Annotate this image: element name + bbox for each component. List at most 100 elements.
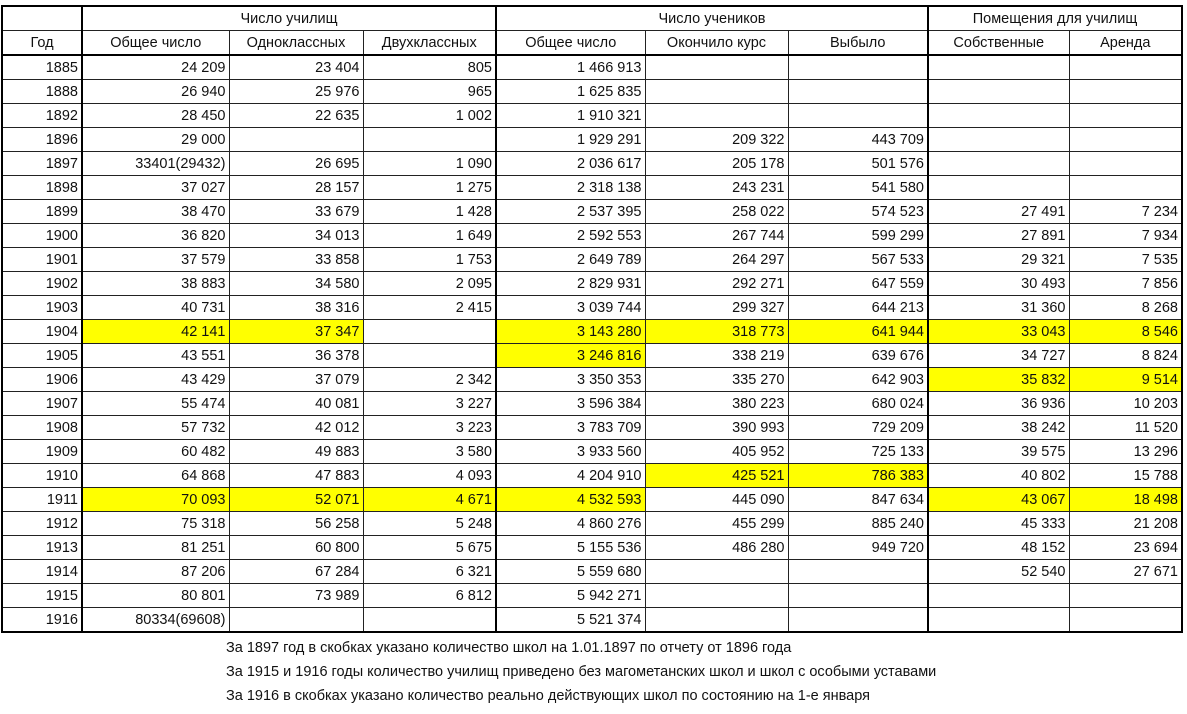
cell-schools-two-class: 3 580 bbox=[362, 439, 497, 464]
cell-schools-two-class: 1 753 bbox=[362, 247, 497, 272]
table-row: 1904 42 141 37 347 3 143 280 318 773 641 944 3… bbox=[1, 319, 1183, 344]
cell-schools-one-class: 28 157 bbox=[228, 175, 364, 200]
header-rent: Аренда bbox=[1068, 30, 1183, 56]
cell-year: 1901 bbox=[1, 247, 83, 272]
cell-schools-two-class: 2 342 bbox=[362, 367, 497, 392]
cell-schools-total: 29 000 bbox=[81, 127, 230, 152]
cell-schools-two-class bbox=[362, 607, 497, 633]
cell-premises-own bbox=[927, 607, 1070, 633]
table-row: 1911 70 093 52 071 4 671 4 532 593 445 090 847… bbox=[1, 487, 1183, 512]
cell-schools-one-class: 33 858 bbox=[228, 247, 364, 272]
cell-schools-one-class: 22 635 bbox=[228, 103, 364, 128]
cell-schools-total: 36 820 bbox=[81, 223, 230, 248]
cell-students-total: 1 466 913 bbox=[495, 54, 646, 80]
cell-students-total: 2 829 931 bbox=[495, 271, 646, 296]
cell-premises-rent: 7 934 bbox=[1068, 223, 1183, 248]
cell-schools-two-class: 3 223 bbox=[362, 415, 497, 440]
cell-students-graduated: 318 773 bbox=[644, 319, 789, 344]
cell-premises-own: 40 802 bbox=[927, 463, 1070, 488]
cell-schools-total: 42 141 bbox=[81, 319, 230, 344]
cell-premises-rent: 13 296 bbox=[1068, 439, 1183, 464]
cell-schools-one-class: 38 316 bbox=[228, 295, 364, 320]
table-row: 1901 37 579 33 858 1 753 2 649 789 264 297 567… bbox=[1, 247, 1183, 272]
cell-students-dropped: 599 299 bbox=[787, 223, 929, 248]
cell-schools-two-class: 6 321 bbox=[362, 559, 497, 584]
cell-students-total: 1 625 835 bbox=[495, 79, 646, 104]
cell-premises-rent: 8 546 bbox=[1068, 319, 1183, 344]
cell-schools-one-class: 34 580 bbox=[228, 271, 364, 296]
cell-year: 1915 bbox=[1, 583, 83, 608]
cell-premises-own: 38 242 bbox=[927, 415, 1070, 440]
cell-students-graduated: 267 744 bbox=[644, 223, 789, 248]
header-empty-cell bbox=[1, 5, 83, 31]
cell-students-total: 5 942 271 bbox=[495, 583, 646, 608]
cell-schools-one-class: 60 800 bbox=[228, 535, 364, 560]
cell-schools-one-class: 34 013 bbox=[228, 223, 364, 248]
cell-schools-total: 38 470 bbox=[81, 199, 230, 224]
header-two-class: Двухклассных bbox=[362, 30, 497, 56]
cell-students-total: 1 929 291 bbox=[495, 127, 646, 152]
cell-students-total: 3 350 353 bbox=[495, 367, 646, 392]
cell-year: 1913 bbox=[1, 535, 83, 560]
cell-premises-own: 48 152 bbox=[927, 535, 1070, 560]
cell-year: 1892 bbox=[1, 103, 83, 128]
cell-premises-own: 33 043 bbox=[927, 319, 1070, 344]
cell-schools-one-class: 49 883 bbox=[228, 439, 364, 464]
cell-schools-total: 37 027 bbox=[81, 175, 230, 200]
cell-schools-two-class: 5 248 bbox=[362, 511, 497, 536]
cell-year: 1908 bbox=[1, 415, 83, 440]
header-one-class: Одноклассных bbox=[228, 30, 364, 56]
table-row: 1899 38 470 33 679 1 428 2 537 395 258 022 574… bbox=[1, 199, 1183, 224]
cell-premises-rent: 8 824 bbox=[1068, 343, 1183, 368]
cell-premises-rent bbox=[1068, 54, 1183, 80]
header-graduated: Окончило курс bbox=[644, 30, 789, 56]
cell-students-total: 3 933 560 bbox=[495, 439, 646, 464]
cell-students-graduated bbox=[644, 559, 789, 584]
cell-students-total: 2 036 617 bbox=[495, 151, 646, 176]
cell-premises-own bbox=[927, 151, 1070, 176]
cell-premises-rent: 8 268 bbox=[1068, 295, 1183, 320]
schools-table: Число училищ Число учеников Помещения дл… bbox=[1, 5, 1183, 633]
cell-schools-total: 43 551 bbox=[81, 343, 230, 368]
cell-schools-total: 33401(29432) bbox=[81, 151, 230, 176]
cell-year: 1909 bbox=[1, 439, 83, 464]
cell-schools-total: 40 731 bbox=[81, 295, 230, 320]
cell-students-total: 4 860 276 bbox=[495, 511, 646, 536]
table-row: 1888 26 940 25 976 965 1 625 835 bbox=[1, 79, 1183, 104]
cell-students-total: 3 039 744 bbox=[495, 295, 646, 320]
table-row: 1906 43 429 37 079 2 342 3 350 353 335 270 642… bbox=[1, 367, 1183, 392]
header-students-total: Общее число bbox=[495, 30, 646, 56]
cell-schools-one-class: 42 012 bbox=[228, 415, 364, 440]
cell-schools-two-class: 5 675 bbox=[362, 535, 497, 560]
cell-premises-own bbox=[927, 127, 1070, 152]
cell-students-total: 3 596 384 bbox=[495, 391, 646, 416]
cell-students-graduated: 299 327 bbox=[644, 295, 789, 320]
cell-schools-two-class: 4 671 bbox=[362, 487, 497, 512]
cell-premises-rent: 27 671 bbox=[1068, 559, 1183, 584]
cell-students-dropped bbox=[787, 607, 929, 633]
cell-students-dropped: 641 944 bbox=[787, 319, 929, 344]
table-row: 1902 38 883 34 580 2 095 2 829 931 292 271 647… bbox=[1, 271, 1183, 296]
cell-schools-one-class: 37 347 bbox=[228, 319, 364, 344]
cell-students-graduated: 338 219 bbox=[644, 343, 789, 368]
cell-schools-total: 64 868 bbox=[81, 463, 230, 488]
cell-students-graduated bbox=[644, 103, 789, 128]
cell-year: 1910 bbox=[1, 463, 83, 488]
cell-students-dropped: 644 213 bbox=[787, 295, 929, 320]
table-row: 1896 29 000 1 929 291 209 322 443 709 bbox=[1, 127, 1183, 152]
cell-premises-own: 45 333 bbox=[927, 511, 1070, 536]
cell-premises-own bbox=[927, 175, 1070, 200]
cell-year: 1885 bbox=[1, 54, 83, 80]
cell-premises-own: 30 493 bbox=[927, 271, 1070, 296]
cell-students-total: 3 783 709 bbox=[495, 415, 646, 440]
header-dropped: Выбыло bbox=[787, 30, 929, 56]
cell-premises-rent bbox=[1068, 583, 1183, 608]
table-row: 1892 28 450 22 635 1 002 1 910 321 bbox=[1, 103, 1183, 128]
cell-students-graduated: 243 231 bbox=[644, 175, 789, 200]
cell-premises-rent: 10 203 bbox=[1068, 391, 1183, 416]
cell-schools-one-class: 73 989 bbox=[228, 583, 364, 608]
cell-students-total: 2 537 395 bbox=[495, 199, 646, 224]
cell-year: 1888 bbox=[1, 79, 83, 104]
cell-schools-total: 24 209 bbox=[81, 54, 230, 80]
table-row: 1897 33401(29432) 26 695 1 090 2 036 617 205 … bbox=[1, 151, 1183, 176]
